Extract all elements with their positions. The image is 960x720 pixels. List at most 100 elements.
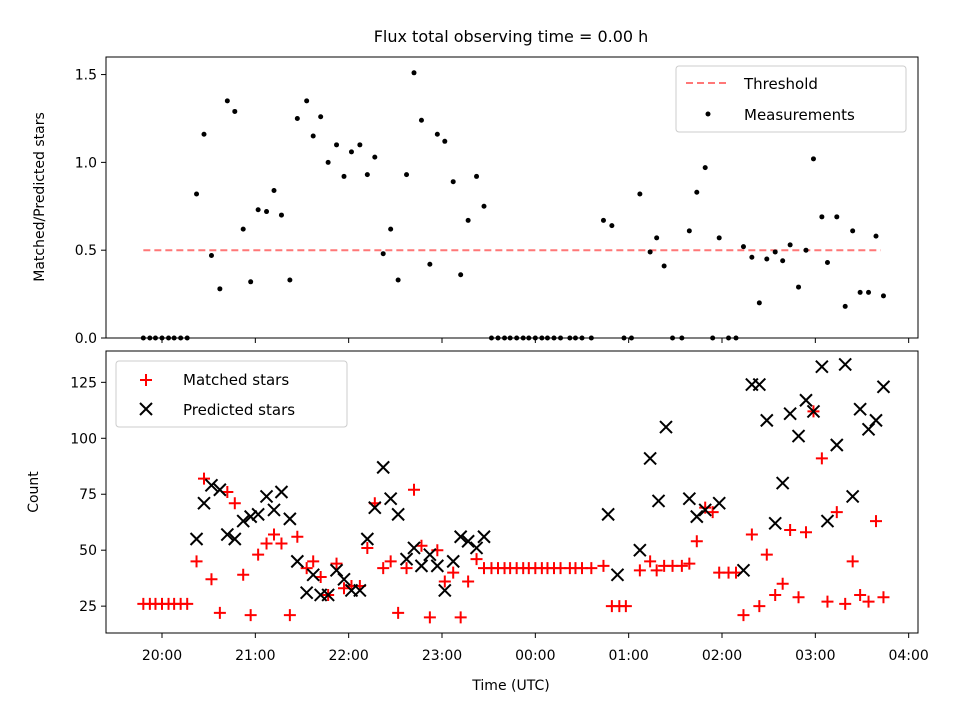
matched-star-point: [361, 541, 374, 554]
measurement-point: [572, 335, 578, 341]
measurement-point: [502, 335, 508, 341]
measurement-point: [857, 289, 863, 295]
measurement-point: [264, 209, 270, 215]
legend-matched-label: Matched stars: [183, 371, 289, 389]
measurement-point: [880, 293, 886, 299]
legend-threshold-label: Threshold: [743, 75, 818, 93]
matched-star-point: [792, 591, 805, 604]
measurement-point: [551, 335, 557, 341]
x-tick-label: 22:00: [328, 648, 368, 664]
matched-star-point: [268, 528, 280, 541]
predicted-star-point: [876, 380, 891, 394]
measurement-point: [495, 335, 501, 341]
top-y-tick-label: 0.0: [75, 331, 97, 347]
matched-star-point: [821, 595, 834, 608]
x-tick-label: 21:00: [235, 648, 275, 664]
matched-star-point: [307, 555, 320, 568]
matched-star-point: [190, 555, 203, 568]
matched-star-point: [291, 530, 304, 543]
bottom-y-tick-label: 25: [79, 599, 97, 615]
measurement-point: [184, 335, 190, 341]
measurement-point: [824, 259, 830, 265]
measurement-point: [621, 335, 627, 341]
predicted-star-point: [633, 543, 647, 557]
matched-star-point: [384, 555, 397, 568]
matched-star-point: [205, 573, 218, 586]
predicted-star-point: [869, 413, 883, 428]
matched-star-point: [854, 588, 867, 601]
measurement-point: [810, 156, 816, 162]
measurement-point: [539, 335, 545, 341]
measurement-point: [465, 217, 471, 223]
matched-star-point: [275, 537, 288, 550]
predicted-star-point: [477, 530, 491, 544]
measurement-point: [787, 242, 793, 248]
x-tick-label: 00:00: [515, 648, 555, 664]
predicted-star-point: [220, 527, 235, 542]
bottom-plot: 25 50 75 100 125 20:00 21:00 22:00 23:00 00:00 01…: [26, 350, 929, 694]
top-y-tick-label: 1.5: [75, 68, 97, 84]
measurement-point: [201, 131, 207, 137]
x-tick-label: 23:00: [422, 648, 462, 664]
matched-star-point: [846, 555, 859, 568]
measurement-point: [756, 300, 762, 306]
matched-stars-layer: [137, 405, 890, 624]
matched-star-point: [597, 559, 610, 572]
measurement-point: [325, 159, 331, 165]
measurement-point: [526, 335, 532, 341]
predicted-star-point: [430, 559, 445, 573]
measurement-point: [873, 233, 879, 239]
measurement-point: [458, 272, 464, 278]
predicted-star-point: [760, 413, 774, 428]
matched-star-point: [650, 564, 663, 577]
measurement-point: [609, 223, 615, 229]
measurement-point: [716, 235, 722, 241]
measurement-point: [749, 254, 755, 260]
measurement-point: [418, 117, 424, 123]
predicted-star-point: [820, 514, 835, 528]
measurement-point: [348, 149, 354, 155]
matched-star-point: [760, 548, 773, 561]
predicted-star-point: [236, 514, 250, 528]
matched-star-point: [776, 577, 789, 590]
measurement-point: [474, 173, 480, 179]
measurement-point: [152, 335, 158, 341]
matched-star-point: [330, 557, 343, 570]
measurement-point: [450, 179, 456, 185]
predicted-stars-layer: [189, 357, 891, 602]
measurement-point: [166, 335, 172, 341]
chart-title: Flux total observing time = 0.00 h: [374, 27, 649, 46]
measurement-point: [558, 335, 564, 341]
matched-star-point: [784, 524, 797, 537]
bottom-legend-box: [115, 360, 348, 428]
predicted-star-point: [610, 568, 625, 582]
matched-star-point: [300, 562, 313, 575]
measurement-point: [341, 173, 347, 179]
measurement-point: [710, 335, 716, 341]
matched-star-point: [252, 548, 265, 561]
predicted-star-point: [775, 476, 790, 490]
measurement-point: [803, 247, 809, 253]
measurement-point: [232, 108, 238, 114]
measurement-point: [224, 98, 230, 104]
predicted-star-point: [698, 503, 712, 517]
measurement-point: [520, 335, 526, 341]
matched-star-point: [244, 609, 257, 622]
predicted-star-point: [360, 532, 375, 546]
measurement-point: [481, 203, 487, 209]
predicted-star-point: [407, 541, 421, 555]
predicted-star-point: [643, 451, 657, 466]
matched-star-point: [633, 564, 646, 577]
matched-star-point: [753, 600, 766, 613]
measurement-point: [850, 228, 856, 234]
bottom-y-tick-label: 75: [79, 487, 97, 503]
x-tick-label: 04:00: [888, 648, 928, 664]
matched-star-point: [619, 600, 632, 613]
bottom-plot-frame: [105, 350, 919, 634]
bottom-y-tick-label: 100: [70, 431, 97, 447]
predicted-star-point: [337, 572, 351, 586]
measurement-point: [380, 251, 386, 257]
matched-star-point: [644, 555, 657, 568]
bottom-legend: Matched stars Predicted stars: [115, 360, 348, 428]
